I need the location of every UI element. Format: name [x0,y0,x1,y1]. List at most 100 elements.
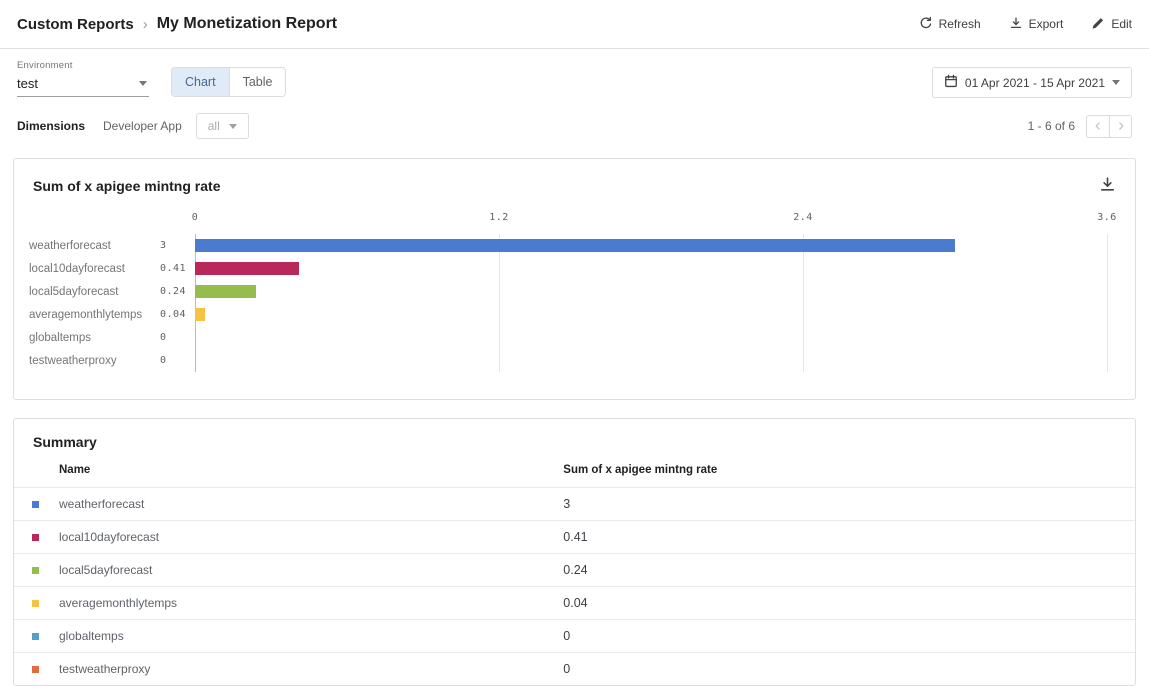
breadcrumb-separator: › [142,15,148,33]
bar-track [195,262,1107,275]
chevron-down-icon [139,81,147,86]
date-range-value: 01 Apr 2021 - 15 Apr 2021 [964,75,1105,90]
name-cell: local10dayforecast [14,520,564,554]
header-actions: Refresh Export Edit [919,16,1132,33]
row-value: 0.24 [563,553,1135,587]
export-label: Export [1028,17,1064,31]
value-label: 0.04 [160,309,187,320]
x-tick-label: 2.4 [793,212,813,223]
next-page-button[interactable] [1109,114,1132,138]
bar-averagemonthlytemps [195,308,206,321]
bar-track [195,331,1107,344]
export-icon [1009,16,1023,33]
row-name: weatherforecast [59,497,145,511]
download-chart-button[interactable] [1097,174,1118,198]
chevron-left-icon [1095,122,1100,130]
chart-row: local5dayforecast 0.24 [29,280,1115,303]
chart-row: globaltemps 0 [29,326,1115,349]
export-button[interactable]: Export [1009,16,1064,33]
y-axis-line [195,234,196,372]
bar-local10dayforecast [195,262,299,275]
summary-table: Name Sum of x apigee mintng rate weather… [14,456,1135,685]
dimensions-label: Dimensions [17,119,86,133]
previous-page-button[interactable] [1086,114,1109,138]
summary-title: Summary [33,434,97,450]
category-label: weatherforecast [29,239,111,252]
calendar-icon [944,74,958,91]
value-label: 0 [160,332,167,343]
chart-x-axis: 0 1.2 2.4 3.6 [191,212,1117,227]
legend-square [32,666,39,673]
gridline [1107,234,1108,372]
row-value: 0 [563,652,1135,685]
refresh-icon [919,16,933,33]
environment-label: Environment [17,60,73,71]
chart-row: testweatherproxy 0 [29,349,1115,372]
pagination: 1 - 6 of 6 [1028,114,1132,138]
date-range-picker[interactable]: 01 Apr 2021 - 15 Apr 2021 [931,67,1132,98]
edit-icon [1091,16,1105,33]
bar-chart: 0 1.2 2.4 3.6 weatherforecast 3 local10dayfor… [14,206,1135,399]
x-tick-label: 3.6 [1097,212,1117,223]
value-label: 0.24 [160,286,187,297]
row-name: testweatherproxy [59,662,151,676]
name-cell: globaltemps [14,619,564,653]
dimension-name: Developer App [103,119,182,133]
legend-square [32,501,39,508]
bar-weatherforecast [195,239,955,252]
bar-track [195,285,1107,298]
bar-track [195,239,1107,252]
x-tick-label: 1.2 [489,212,509,223]
chart-row: local10dayforecast 0.41 [29,257,1115,280]
environment-select[interactable]: Environment test [17,60,149,97]
category-label: local10dayforecast [29,262,125,275]
chevron-right-icon [1118,122,1123,130]
top-bar: Custom Reports › My Monetization Report … [0,0,1149,49]
table-row: local5dayforecast 0.24 [14,553,1135,587]
chart-plot: weatherforecast 3 local10dayforecast 0.41 lo… [29,234,1115,372]
category-label: local5dayforecast [29,285,119,298]
row-value: 3 [563,487,1135,521]
name-cell: weatherforecast [14,487,564,521]
legend-square [32,633,39,640]
breadcrumb-root[interactable]: Custom Reports [17,15,134,33]
chart-rows: weatherforecast 3 local10dayforecast 0.41 lo… [29,234,1115,372]
dimension-filter-dropdown[interactable]: all [195,113,249,139]
column-header-name: Name [59,464,91,476]
breadcrumb: Custom Reports › My Monetization Report [17,15,337,33]
controls-row: Environment test Chart Table 01 Apr 2021… [0,49,1149,98]
row-name: local10dayforecast [59,530,160,544]
environment-value: test [17,76,38,91]
gridline [498,234,500,372]
dimension-filter-value: all [207,119,220,133]
name-cell: local5dayforecast [14,553,564,587]
chart-row: averagemonthlytemps 0.04 [29,303,1115,326]
table-row: testweatherproxy 0 [14,652,1135,685]
refresh-button[interactable]: Refresh [919,16,981,33]
row-name: local5dayforecast [59,563,153,577]
category-label: globaltemps [29,331,92,344]
row-value: 0 [563,619,1135,653]
category-label: averagemonthlytemps [29,308,143,321]
gridline [802,234,804,372]
chart-card: Sum of x apigee mintng rate 0 1.2 2.4 3.6 w… [13,158,1136,400]
row-name: averagemonthlytemps [59,596,178,610]
bar-track [195,308,1107,321]
tab-table[interactable]: Table [229,68,286,96]
summary-card: Summary Name Sum of x apigee mintng rate… [13,418,1136,686]
chart-title: Sum of x apigee mintng rate [33,178,221,194]
bar-track [195,354,1107,367]
page-title: My Monetization Report [156,15,338,32]
row-value: 0.41 [563,520,1135,554]
chevron-down-icon [1112,80,1120,85]
row-value: 0.04 [563,586,1135,620]
value-label: 3 [160,240,167,251]
x-tick-label: 0 [191,212,199,223]
legend-square [32,600,39,607]
edit-label: Edit [1111,17,1132,31]
tab-chart[interactable]: Chart [172,68,230,96]
refresh-label: Refresh [938,17,981,31]
edit-button[interactable]: Edit [1091,16,1132,33]
table-row: globaltemps 0 [14,619,1135,653]
value-label: 0.41 [160,263,187,274]
